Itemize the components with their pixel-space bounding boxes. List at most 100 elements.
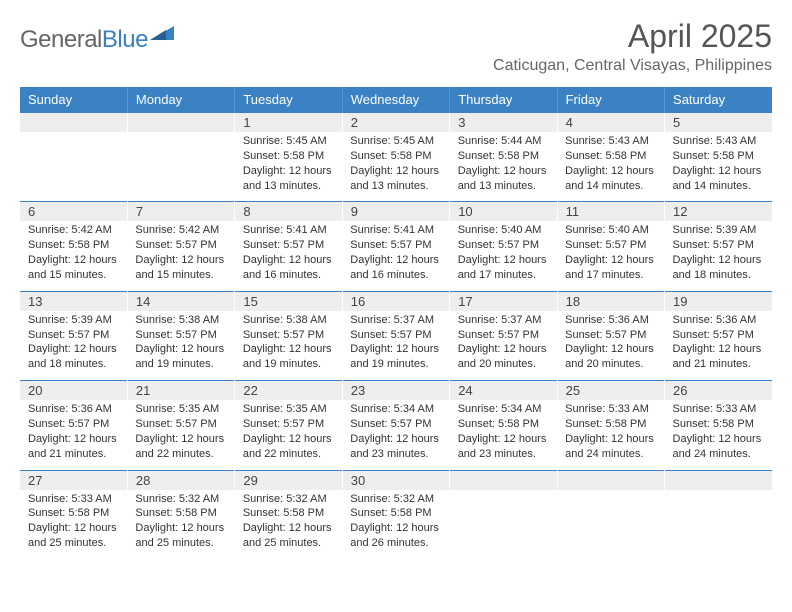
sunrise-line: Sunrise: 5:38 AM [135, 313, 226, 328]
daylight-line: Daylight: 12 hours and 13 minutes. [458, 164, 549, 194]
day-content: Sunrise: 5:40 AMSunset: 5:57 PMDaylight:… [450, 221, 557, 291]
sunrise-line: Sunrise: 5:43 AM [673, 134, 764, 149]
sunrise-line: Sunrise: 5:40 AM [458, 223, 549, 238]
sunrise-line: Sunrise: 5:45 AM [350, 134, 441, 149]
day-number: 16 [342, 291, 449, 311]
daylight-line: Daylight: 12 hours and 24 minutes. [673, 432, 764, 462]
sunset-line: Sunset: 5:57 PM [28, 417, 119, 432]
day-content: Sunrise: 5:32 AMSunset: 5:58 PMDaylight:… [235, 490, 342, 559]
day-number: 25 [557, 381, 664, 401]
day-content: Sunrise: 5:36 AMSunset: 5:57 PMDaylight:… [665, 311, 772, 381]
day-header: Thursday [450, 87, 557, 113]
day-number: 5 [665, 113, 772, 133]
sunrise-line: Sunrise: 5:40 AM [565, 223, 656, 238]
daylight-line: Daylight: 12 hours and 17 minutes. [565, 253, 656, 283]
day-header: Wednesday [342, 87, 449, 113]
day-number: 27 [20, 470, 127, 490]
day-content: Sunrise: 5:38 AMSunset: 5:57 PMDaylight:… [235, 311, 342, 381]
daylight-line: Daylight: 12 hours and 23 minutes. [350, 432, 441, 462]
day-content [665, 490, 772, 559]
sunset-line: Sunset: 5:57 PM [458, 238, 549, 253]
sunrise-line: Sunrise: 5:32 AM [350, 492, 441, 507]
day-number: 14 [127, 291, 234, 311]
logo-triangle-icon [150, 24, 174, 45]
day-content: Sunrise: 5:44 AMSunset: 5:58 PMDaylight:… [450, 132, 557, 202]
week-content-row: Sunrise: 5:45 AMSunset: 5:58 PMDaylight:… [20, 132, 772, 202]
week-content-row: Sunrise: 5:39 AMSunset: 5:57 PMDaylight:… [20, 311, 772, 381]
sunrise-line: Sunrise: 5:38 AM [243, 313, 334, 328]
day-content: Sunrise: 5:42 AMSunset: 5:58 PMDaylight:… [20, 221, 127, 291]
day-header: Sunday [20, 87, 127, 113]
day-content: Sunrise: 5:45 AMSunset: 5:58 PMDaylight:… [342, 132, 449, 202]
daylight-line: Daylight: 12 hours and 20 minutes. [565, 342, 656, 372]
day-number: 3 [450, 113, 557, 133]
sunset-line: Sunset: 5:58 PM [243, 506, 334, 521]
day-content: Sunrise: 5:32 AMSunset: 5:58 PMDaylight:… [127, 490, 234, 559]
sunrise-line: Sunrise: 5:36 AM [28, 402, 119, 417]
day-content: Sunrise: 5:43 AMSunset: 5:58 PMDaylight:… [665, 132, 772, 202]
daylight-line: Daylight: 12 hours and 22 minutes. [243, 432, 334, 462]
day-content: Sunrise: 5:45 AMSunset: 5:58 PMDaylight:… [235, 132, 342, 202]
day-number: 18 [557, 291, 664, 311]
sunset-line: Sunset: 5:57 PM [135, 417, 226, 432]
day-content: Sunrise: 5:36 AMSunset: 5:57 PMDaylight:… [20, 400, 127, 470]
day-content [20, 132, 127, 202]
week-daynum-row: 27282930 [20, 470, 772, 490]
sunrise-line: Sunrise: 5:35 AM [135, 402, 226, 417]
day-content: Sunrise: 5:34 AMSunset: 5:57 PMDaylight:… [342, 400, 449, 470]
day-content: Sunrise: 5:32 AMSunset: 5:58 PMDaylight:… [342, 490, 449, 559]
daylight-line: Daylight: 12 hours and 22 minutes. [135, 432, 226, 462]
week-daynum-row: 13141516171819 [20, 291, 772, 311]
sunset-line: Sunset: 5:58 PM [458, 149, 549, 164]
sunset-line: Sunset: 5:57 PM [673, 328, 764, 343]
daylight-line: Daylight: 12 hours and 21 minutes. [28, 432, 119, 462]
sunset-line: Sunset: 5:57 PM [243, 417, 334, 432]
daylight-line: Daylight: 12 hours and 25 minutes. [135, 521, 226, 551]
sunset-line: Sunset: 5:57 PM [28, 328, 119, 343]
sunrise-line: Sunrise: 5:41 AM [243, 223, 334, 238]
day-number: 26 [665, 381, 772, 401]
daylight-line: Daylight: 12 hours and 14 minutes. [673, 164, 764, 194]
sunset-line: Sunset: 5:57 PM [243, 238, 334, 253]
daylight-line: Daylight: 12 hours and 16 minutes. [243, 253, 334, 283]
day-header: Saturday [665, 87, 772, 113]
day-content: Sunrise: 5:37 AMSunset: 5:57 PMDaylight:… [342, 311, 449, 381]
sunrise-line: Sunrise: 5:44 AM [458, 134, 549, 149]
day-content: Sunrise: 5:33 AMSunset: 5:58 PMDaylight:… [20, 490, 127, 559]
sunrise-line: Sunrise: 5:42 AM [28, 223, 119, 238]
sunset-line: Sunset: 5:57 PM [458, 328, 549, 343]
day-content [450, 490, 557, 559]
day-number: 30 [342, 470, 449, 490]
daylight-line: Daylight: 12 hours and 15 minutes. [28, 253, 119, 283]
logo-text-general: General [20, 26, 102, 53]
day-number: 13 [20, 291, 127, 311]
day-number: 2 [342, 113, 449, 133]
sunset-line: Sunset: 5:58 PM [135, 506, 226, 521]
day-number: 21 [127, 381, 234, 401]
day-content: Sunrise: 5:35 AMSunset: 5:57 PMDaylight:… [127, 400, 234, 470]
daylight-line: Daylight: 12 hours and 25 minutes. [28, 521, 119, 551]
sunset-line: Sunset: 5:57 PM [565, 238, 656, 253]
sunset-line: Sunset: 5:57 PM [243, 328, 334, 343]
sunrise-line: Sunrise: 5:36 AM [565, 313, 656, 328]
daylight-line: Daylight: 12 hours and 15 minutes. [135, 253, 226, 283]
sunrise-line: Sunrise: 5:32 AM [135, 492, 226, 507]
sunset-line: Sunset: 5:58 PM [565, 417, 656, 432]
day-content: Sunrise: 5:33 AMSunset: 5:58 PMDaylight:… [557, 400, 664, 470]
day-number: 8 [235, 202, 342, 222]
day-content: Sunrise: 5:35 AMSunset: 5:57 PMDaylight:… [235, 400, 342, 470]
day-content: Sunrise: 5:36 AMSunset: 5:57 PMDaylight:… [557, 311, 664, 381]
day-number: 10 [450, 202, 557, 222]
sunset-line: Sunset: 5:57 PM [350, 328, 441, 343]
day-content: Sunrise: 5:39 AMSunset: 5:57 PMDaylight:… [20, 311, 127, 381]
daylight-line: Daylight: 12 hours and 25 minutes. [243, 521, 334, 551]
day-header: Monday [127, 87, 234, 113]
daylight-line: Daylight: 12 hours and 17 minutes. [458, 253, 549, 283]
daylight-line: Daylight: 12 hours and 16 minutes. [350, 253, 441, 283]
sunset-line: Sunset: 5:58 PM [350, 506, 441, 521]
daylight-line: Daylight: 12 hours and 18 minutes. [673, 253, 764, 283]
day-number: 11 [557, 202, 664, 222]
week-content-row: Sunrise: 5:33 AMSunset: 5:58 PMDaylight:… [20, 490, 772, 559]
day-number: 4 [557, 113, 664, 133]
sunset-line: Sunset: 5:58 PM [28, 238, 119, 253]
